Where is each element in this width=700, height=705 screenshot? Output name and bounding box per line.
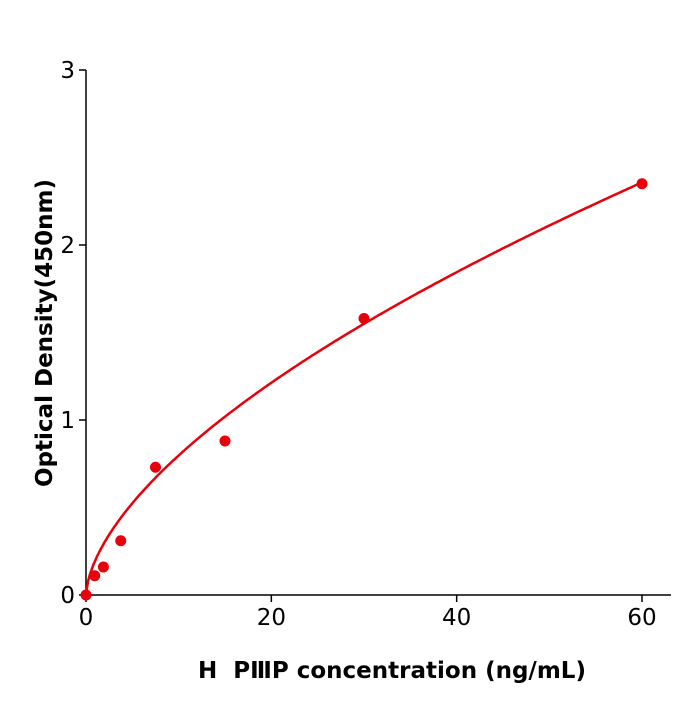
data-point: [219, 435, 231, 447]
y-tick-label: 3: [60, 58, 75, 84]
y-tick-label: 1: [60, 408, 75, 434]
data-point: [89, 570, 101, 582]
data-point: [80, 589, 92, 601]
y-axis-label: Optical Density(450nm): [32, 179, 58, 487]
data-point: [636, 178, 648, 190]
data-point: [150, 461, 161, 473]
data-point: [97, 561, 109, 573]
data-point: [115, 535, 127, 547]
x-axis-label: H PⅢP concentration (ng/mL): [198, 658, 586, 684]
y-tick-label: 0: [60, 583, 75, 609]
fit-curve: [84, 181, 643, 596]
x-tick-label: 0: [79, 605, 94, 631]
x-tick-label: 20: [257, 605, 286, 631]
x-tick-label: 60: [627, 605, 656, 631]
y-tick-label: 2: [60, 233, 75, 259]
data-point: [358, 313, 370, 324]
x-tick-label: 40: [442, 605, 471, 631]
